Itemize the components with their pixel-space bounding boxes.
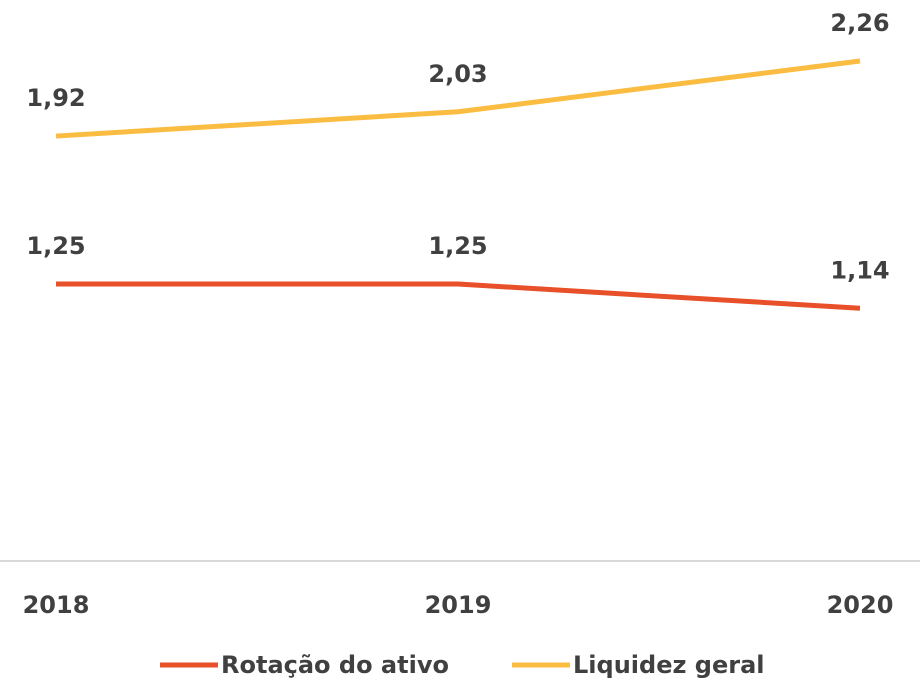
series-line	[56, 281, 861, 311]
legend-label: Liquidez geral	[573, 651, 765, 679]
legend-label: Rotação do ativo	[221, 651, 449, 679]
x-tick-label: 2019	[425, 591, 492, 619]
data-label: 1,92	[26, 84, 85, 112]
x-tick-label: 2020	[827, 591, 894, 619]
data-label: 1,14	[830, 256, 889, 284]
x-tick-label: 2018	[23, 591, 90, 619]
data-label: 1,25	[428, 232, 487, 260]
data-label: 2,03	[428, 60, 487, 88]
data-label: 1,25	[26, 232, 85, 260]
series-line	[55, 58, 861, 139]
data-label: 2,26	[830, 9, 889, 37]
